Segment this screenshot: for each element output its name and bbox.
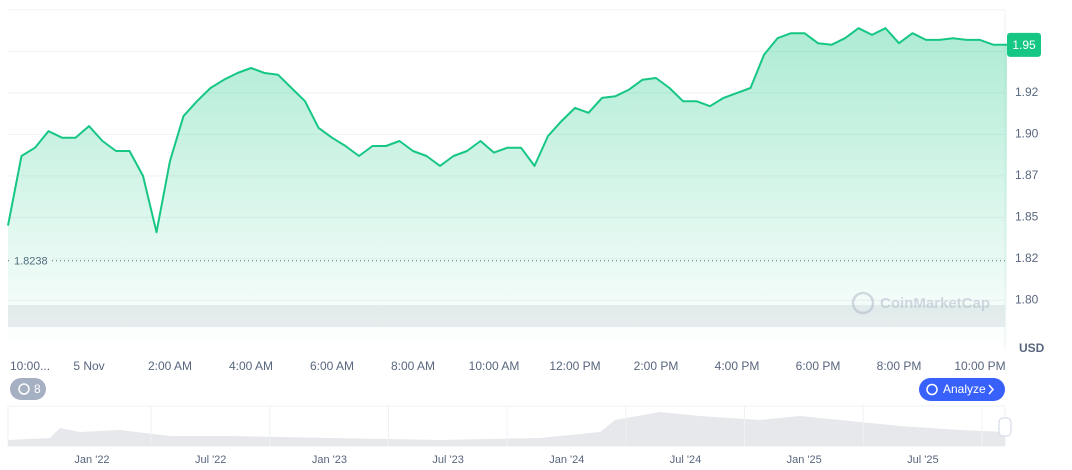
navigator-area [8, 412, 1005, 446]
x-tick-label: 12:00 PM [549, 359, 600, 373]
area [8, 28, 1007, 350]
navigator-handle[interactable] [998, 417, 1012, 437]
y-tick-label: 1.87 [1015, 168, 1039, 182]
navigator-label: Jan '23 [312, 454, 347, 466]
plot: 1.8238 [7, 27, 1007, 350]
navigator-label: Jul '22 [195, 454, 226, 466]
x-tick-label: 6:00 PM [796, 359, 841, 373]
x-tick-label: 8:00 PM [877, 359, 922, 373]
watermark: CoinMarketCap [851, 291, 990, 315]
x-tick-label: 2:00 PM [634, 359, 679, 373]
navigator-label: Jan '25 [787, 454, 822, 466]
analyze-text: Analyze [943, 382, 986, 396]
navigator-label: Jul '24 [670, 454, 701, 466]
y-tick-label: 1.80 [1015, 292, 1039, 306]
y-tick-label: 1.90 [1015, 127, 1039, 141]
price-line [7, 27, 1007, 234]
badge-text: 8 [34, 382, 41, 396]
x-tick-label: 5 Nov [73, 359, 104, 373]
y-tick-label: 1.92 [1015, 85, 1039, 99]
y-tick-label: 1.82 [1015, 251, 1039, 265]
x-tick-label: 2:00 AM [148, 359, 192, 373]
x-tick-label: 6:00 AM [310, 359, 354, 373]
currency-label: USD [1019, 341, 1045, 355]
navigator-label: Jul '23 [432, 454, 463, 466]
x-tick-label: 10:00 PM [954, 359, 1005, 373]
x-tick-label: 4:00 AM [229, 359, 273, 373]
analyze-button[interactable]: Analyze [919, 378, 1005, 401]
y-tick-label: 1.85 [1015, 209, 1039, 223]
badge[interactable]: 8 [10, 378, 46, 400]
navigator-label: Jan '22 [74, 454, 109, 466]
x-tick-label: 10:00... [10, 359, 50, 373]
x-tick-label: 4:00 PM [715, 359, 760, 373]
navigator-label: Jan '24 [549, 454, 584, 466]
x-tick-label: 10:00 AM [469, 359, 520, 373]
x-tick-label: 8:00 AM [391, 359, 435, 373]
price-tag [1007, 32, 1041, 57]
price-tag-label: 1.95 [1012, 38, 1036, 52]
watermark-text: CoinMarketCap [880, 295, 990, 312]
navigator-label: Jul '25 [907, 454, 938, 466]
navigator-labels: Jan '22 Jul '22 Jan '23 Jul '23 Jan '24 Jul '… [74, 406, 983, 466]
